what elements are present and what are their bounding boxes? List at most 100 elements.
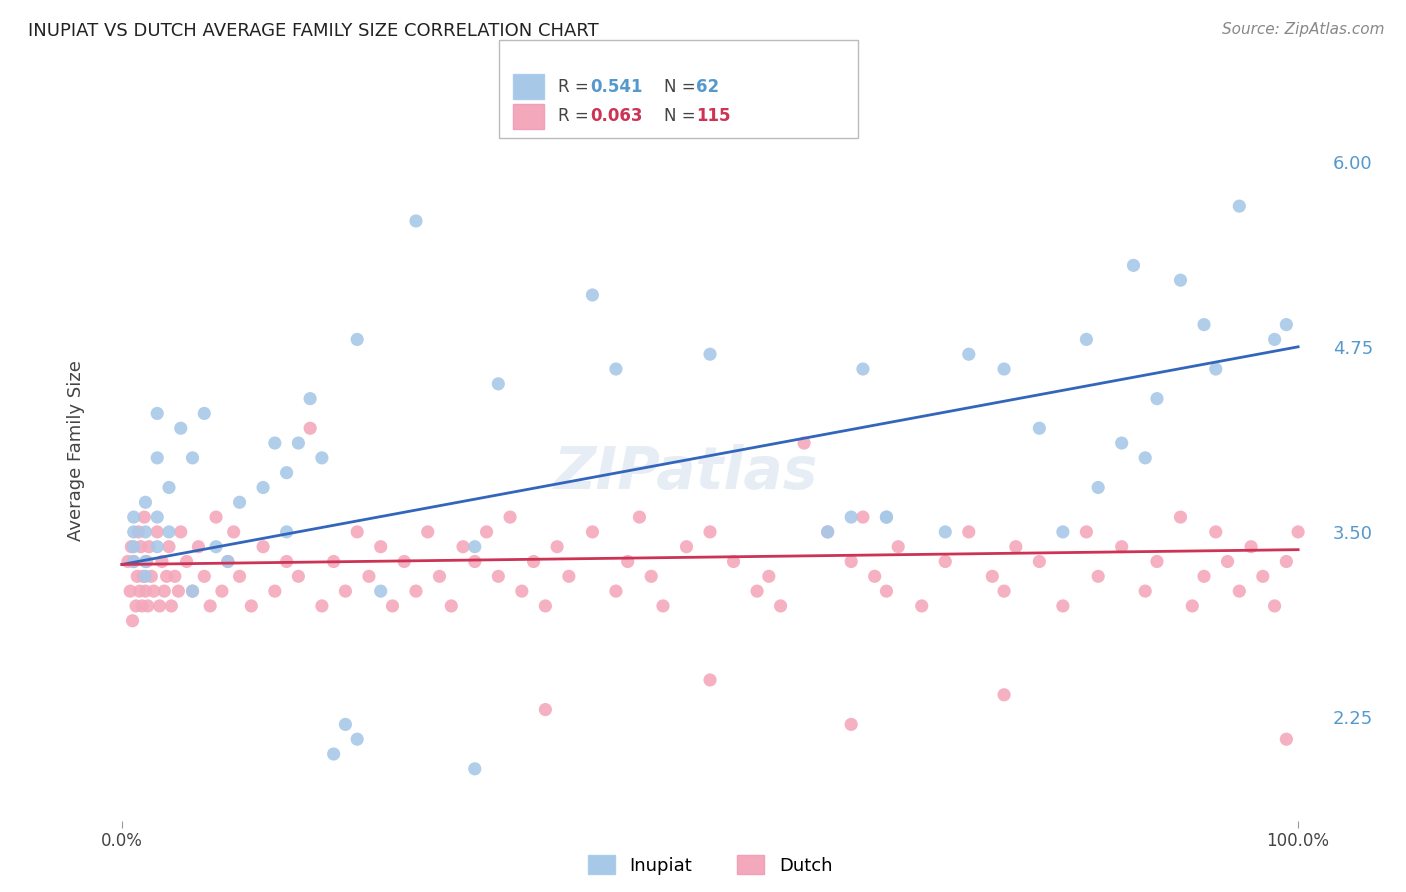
Text: R =: R = [558,78,595,95]
Point [1087,569,1109,583]
Point [1205,524,1227,539]
Point [163,569,186,583]
Point [193,569,215,583]
Point [198,599,221,613]
Point [370,540,392,554]
Point [335,717,357,731]
Text: N =: N = [664,78,700,95]
Point [120,540,142,554]
Point [170,524,193,539]
Y-axis label: Average Family Size: Average Family Size [66,360,84,541]
Point [1111,540,1133,554]
Point [1052,524,1074,539]
Point [451,540,474,554]
Point [149,599,172,613]
Point [475,524,498,539]
Point [150,555,173,569]
Point [146,450,169,465]
Point [146,510,169,524]
Point [510,584,533,599]
Point [1146,555,1168,569]
Point [127,524,149,539]
Point [652,599,675,613]
Point [122,524,145,539]
Point [134,524,156,539]
Point [957,524,980,539]
Point [405,584,427,599]
Point [135,555,157,569]
Point [1275,732,1298,747]
Point [311,599,333,613]
Point [523,555,546,569]
Point [299,421,322,435]
Point [546,540,568,554]
Point [1111,436,1133,450]
Point [875,510,897,524]
Point [181,584,204,599]
Point [934,555,956,569]
Point [745,584,768,599]
Point [817,524,839,539]
Point [134,584,156,599]
Point [534,703,557,717]
Point [287,569,309,583]
Point [429,569,451,583]
Point [392,555,415,569]
Point [157,481,180,495]
Point [134,495,156,509]
Point [228,569,250,583]
Point [911,599,934,613]
Point [1122,259,1144,273]
Point [723,555,745,569]
Point [839,717,862,731]
Point [852,510,875,524]
Point [122,555,145,569]
Point [1192,569,1215,583]
Point [464,555,486,569]
Point [1227,199,1250,213]
Point [211,584,233,599]
Text: ZIPatlas: ZIPatlas [554,444,818,501]
Point [758,569,780,583]
Point [181,450,204,465]
Point [993,688,1015,702]
Point [132,569,155,583]
Point [1170,273,1192,287]
Point [1205,362,1227,376]
Point [1087,481,1109,495]
Point [131,599,153,613]
Point [1286,524,1309,539]
Point [357,569,380,583]
Point [1052,599,1074,613]
Point [276,524,298,539]
Point [122,555,145,569]
Point [134,555,156,569]
Point [146,407,169,421]
Point [322,747,344,761]
Point [176,555,198,569]
Point [120,584,142,599]
Point [628,510,651,524]
Point [138,540,160,554]
Point [287,436,309,450]
Point [205,510,228,524]
Point [464,540,486,554]
Point [141,569,163,583]
Point [136,599,159,613]
Point [605,584,627,599]
Point [157,540,180,554]
Point [839,510,862,524]
Point [534,599,557,613]
Point [311,450,333,465]
Point [125,599,148,613]
Text: R =: R = [558,107,595,125]
Text: 62: 62 [696,78,718,95]
Point [405,214,427,228]
Point [769,599,792,613]
Point [1076,333,1098,347]
Point [1004,540,1026,554]
Point [464,762,486,776]
Point [346,524,368,539]
Point [981,569,1004,583]
Point [839,555,862,569]
